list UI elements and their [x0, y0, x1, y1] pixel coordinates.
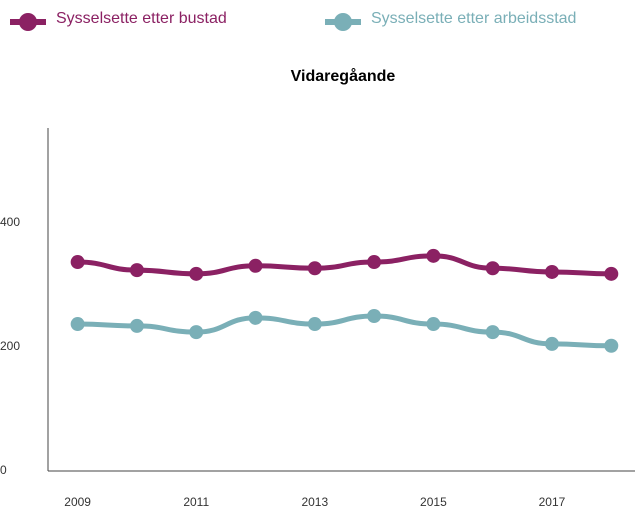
series-line	[75, 253, 614, 277]
data-point	[70, 317, 85, 332]
legend-marker	[334, 13, 352, 31]
x-tick-label: 2015	[420, 495, 447, 509]
data-point	[189, 266, 204, 281]
data-point	[485, 261, 500, 276]
data-point	[70, 255, 85, 270]
data-point	[426, 317, 441, 332]
data-point	[604, 338, 619, 353]
x-tick-label: 2009	[64, 495, 91, 509]
data-point	[248, 258, 263, 273]
data-point	[307, 261, 322, 276]
data-point	[248, 310, 263, 325]
y-tick-label: 0	[0, 463, 7, 477]
data-point	[307, 317, 322, 332]
x-tick-label: 2011	[183, 495, 209, 509]
x-tick-label: 2017	[539, 495, 566, 509]
legend-label[interactable]: Sysselsette etter bustad	[56, 10, 227, 27]
legend-label[interactable]: Sysselsette etter arbeidsstad	[371, 10, 576, 27]
y-tick-label: 400	[0, 215, 20, 229]
data-point	[544, 336, 559, 351]
legend-marker	[19, 13, 37, 31]
data-point	[485, 325, 500, 340]
data-point	[426, 248, 441, 263]
y-tick-label: 200	[0, 339, 20, 353]
data-point	[604, 266, 619, 281]
data-point	[129, 318, 144, 333]
data-point	[189, 325, 204, 340]
series-line	[75, 313, 614, 349]
data-point	[367, 255, 382, 270]
data-point	[544, 264, 559, 279]
data-point	[129, 263, 144, 278]
data-point	[367, 309, 382, 323]
x-tick-label: 2013	[301, 495, 328, 509]
chart-title: Vidaregåande	[291, 67, 396, 85]
